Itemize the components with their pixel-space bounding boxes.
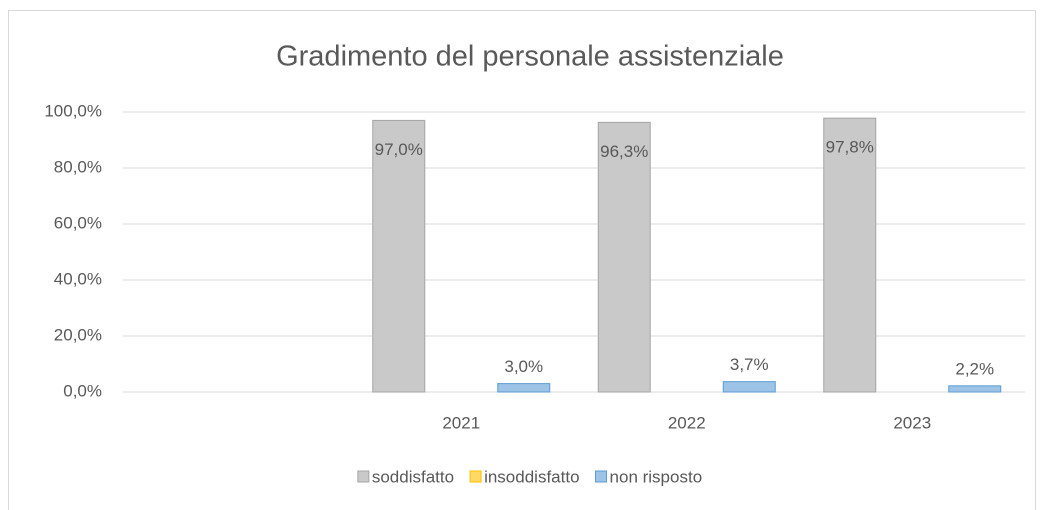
- bar: [497, 383, 551, 393]
- legend-label: soddisfatto: [372, 467, 454, 486]
- data-label: 97,0%: [375, 140, 423, 159]
- y-tick-label: 40,0%: [54, 269, 102, 288]
- bar: [948, 385, 1002, 393]
- bar: [722, 381, 776, 393]
- data-label: 2,2%: [955, 359, 994, 378]
- y-tick-label: 20,0%: [54, 325, 102, 344]
- data-label: 97,8%: [826, 138, 874, 157]
- y-tick-label: 100,0%: [44, 101, 102, 120]
- y-tick-label: 0,0%: [63, 381, 102, 400]
- y-tick-label: 80,0%: [54, 157, 102, 176]
- legend-swatch: [595, 470, 608, 483]
- legend-swatch: [469, 470, 482, 483]
- bar: [372, 119, 426, 393]
- y-tick-label: 60,0%: [54, 213, 102, 232]
- x-tick-label: 2022: [668, 413, 706, 432]
- legend-label: non risposto: [610, 467, 703, 486]
- legend-swatch: [357, 470, 370, 483]
- x-tick-label: 2021: [442, 413, 480, 432]
- bar: [597, 121, 651, 393]
- data-label: 96,3%: [600, 142, 648, 161]
- data-label: 3,0%: [504, 357, 543, 376]
- chart-title: Gradimento del personale assistenziale: [276, 41, 784, 73]
- bar: [823, 117, 877, 393]
- chart-frame: [8, 10, 1036, 510]
- x-tick-label: 2023: [893, 413, 931, 432]
- legend-label: insoddisfatto: [484, 467, 579, 486]
- data-label: 3,7%: [730, 355, 769, 374]
